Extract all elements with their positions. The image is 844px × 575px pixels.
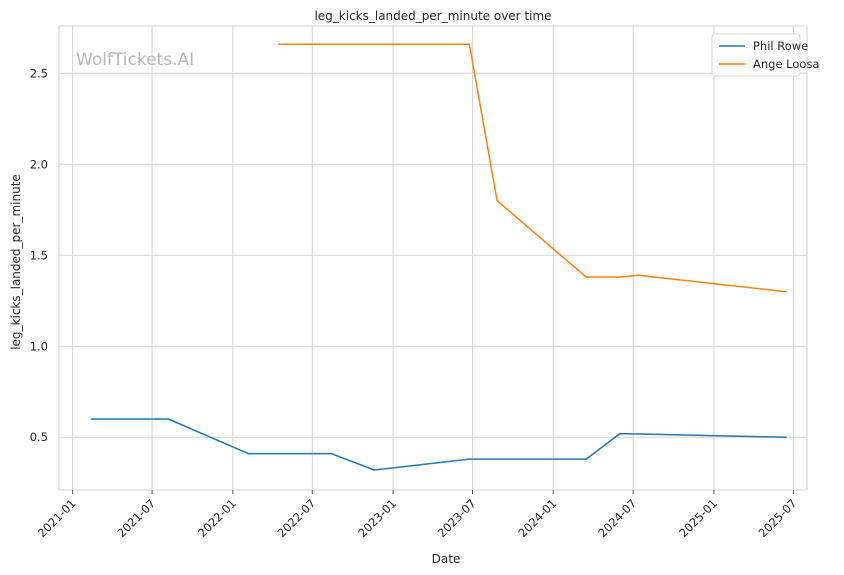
data-point-phil-rowe [619,432,621,435]
x-tick-label: 2025-01 [676,496,720,540]
x-tick-label: 2023-01 [355,496,399,540]
watermark: WolfTickets.AI [76,50,194,70]
x-tick-label: 2024-01 [516,496,560,540]
grid [59,26,807,490]
y-tick-label: 2.0 [30,157,48,171]
data-point-ange-loosa [637,274,640,277]
plot-area [58,25,808,491]
legend-label-ange-loosa: Ange Loosa [753,57,820,71]
data-point-phil-rowe [468,458,471,460]
x-tick-label: 2025-07 [756,496,800,540]
data-point-phil-rowe [585,458,587,460]
data-point-ange-loosa [585,276,587,278]
data-point-phil-rowe [90,418,93,420]
data-point-phil-rowe [373,469,376,471]
data-point-ange-loosa [278,43,280,45]
data-point-phil-rowe [785,436,787,439]
data-point-ange-loosa [785,290,787,293]
data-point-ange-loosa [468,43,471,45]
data-point-ange-loosa [619,276,621,278]
y-tick-label: 0.5 [30,430,48,444]
series-layer [90,43,787,471]
y-tick-label: 2.5 [30,66,48,80]
data-point-phil-rowe [330,452,333,455]
data-point-ange-loosa [496,199,498,202]
data-point-phil-rowe [167,418,170,420]
y-tick-label: 1.5 [30,248,48,262]
legend: Phil Rowe Ange Loosa [711,33,820,77]
legend-box [711,33,801,77]
x-tick-label: 2022-07 [275,496,319,540]
y-tick-label: 1.0 [30,339,48,353]
x-tick-label: 2024-07 [595,496,639,540]
x-axis-label: Date [432,552,461,566]
y-axis-label: leg_kicks_landed_per_minute [9,174,23,350]
x-tick-label: 2023-07 [435,496,479,540]
data-point-phil-rowe [247,452,249,455]
x-tick-label: 2021-07 [114,496,158,540]
x-tick-label: 2021-01 [35,496,79,540]
chart-title: leg_kicks_landed_per_minute over time [314,9,551,23]
legend-label-phil-rowe: Phil Rowe [753,39,808,53]
x-tick-label: 2022-01 [195,496,239,540]
